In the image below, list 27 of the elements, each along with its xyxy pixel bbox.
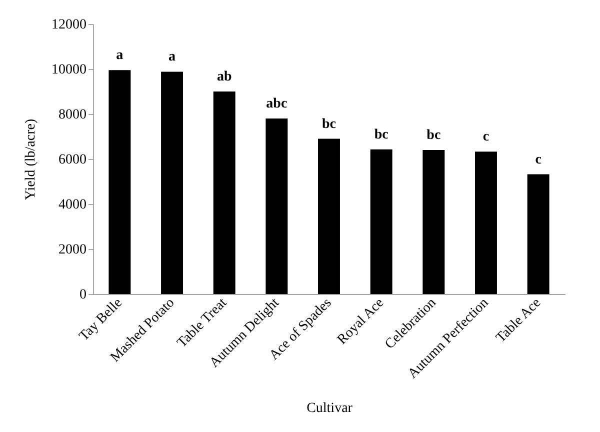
bar [370,149,392,294]
y-tick-label: 12000 [52,18,86,32]
y-axis-title: Yield (lb/acre) [24,118,38,200]
y-tick-label: 4000 [58,198,86,212]
bar [318,138,340,294]
bar [108,70,131,294]
annotation: abc [266,96,288,112]
bar [474,152,497,294]
bar [527,174,550,294]
y-tick-label: 6000 [58,152,86,168]
annotation: a [168,50,176,65]
bar [266,118,288,294]
annotation: c [535,152,542,168]
annotation: a [116,48,124,64]
annotation: bc [426,128,441,143]
bar [161,72,184,294]
y-tick-label: 2000 [58,242,86,258]
y-tick-label: 10000 [52,62,86,78]
y-tick-label: 0 [80,288,86,302]
y-tick-label: 8000 [58,108,86,122]
bar [422,150,445,294]
x-axis-title: Cultivar [306,401,353,416]
annotation: ab [216,70,232,84]
bar [213,92,236,294]
annotation: bc [322,116,336,132]
annotation: bc [374,127,388,142]
annotation: c [482,130,490,145]
